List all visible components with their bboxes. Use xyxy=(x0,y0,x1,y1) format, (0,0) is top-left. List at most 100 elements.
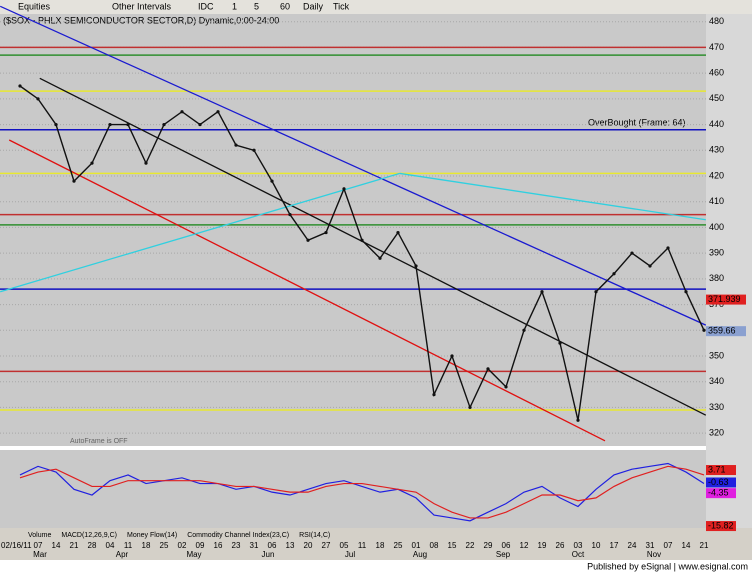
indicator-label-box xyxy=(706,477,736,488)
x-tick-label: 10 xyxy=(592,541,601,550)
price-point xyxy=(684,290,688,294)
y-tick-label: 380 xyxy=(709,273,724,283)
x-tick-label: 25 xyxy=(394,541,403,550)
price-point xyxy=(234,143,238,147)
main-pane xyxy=(0,14,706,446)
toolbar-item[interactable]: 1 xyxy=(232,1,237,11)
indicator-label-box xyxy=(706,488,736,499)
x-tick-label: 15 xyxy=(448,541,457,550)
time-axis xyxy=(0,528,752,560)
price-point xyxy=(558,341,562,345)
x-tick-label: 18 xyxy=(376,541,385,550)
indicator-label: -0.63 xyxy=(708,477,729,487)
tab[interactable]: RSI(14,C) xyxy=(299,532,330,539)
x-tick-label: 21 xyxy=(70,541,79,550)
tab[interactable]: Volume xyxy=(28,532,51,539)
price-label: 359.66 xyxy=(708,326,736,336)
y-tick-label: 450 xyxy=(709,93,724,103)
price-axis xyxy=(706,14,752,528)
toolbar-item[interactable]: IDC xyxy=(198,1,214,11)
price-point xyxy=(108,122,112,127)
y-tick-label: 350 xyxy=(709,350,724,360)
indicator-label-box xyxy=(706,521,736,532)
y-tick-label: 470 xyxy=(709,42,724,52)
price-point xyxy=(648,264,652,268)
x-tick-label: 06 xyxy=(502,541,511,550)
price-point xyxy=(342,187,346,191)
toolbar xyxy=(0,0,752,14)
month-label: May xyxy=(186,550,201,559)
price-point xyxy=(540,290,544,294)
y-tick-label: 460 xyxy=(709,68,724,78)
month-label: Jun xyxy=(262,550,275,559)
indicator-pane xyxy=(0,450,706,528)
x-tick-label: 24 xyxy=(628,541,637,550)
price-point xyxy=(396,230,400,235)
toolbar-item[interactable]: 60 xyxy=(280,1,290,11)
trendline xyxy=(39,77,707,416)
y-tick-label: 420 xyxy=(709,170,724,180)
x-tick-label: 03 xyxy=(574,541,583,550)
indicator-line xyxy=(19,465,705,519)
indicator-line xyxy=(19,462,705,522)
price-point xyxy=(288,212,292,217)
price-point xyxy=(486,367,490,371)
price-point xyxy=(252,148,256,152)
toolbar-item[interactable]: 5 xyxy=(254,1,259,11)
price-point xyxy=(18,84,22,88)
price-point xyxy=(198,122,202,127)
x-tick-label: 13 xyxy=(286,541,295,550)
price-point xyxy=(36,97,40,101)
x-tick-label: 02/16/11 xyxy=(1,541,32,550)
x-tick-label: 20 xyxy=(304,541,313,550)
x-tick-label: 28 xyxy=(88,541,97,550)
x-tick-label: 26 xyxy=(556,541,565,550)
price-point xyxy=(414,264,418,268)
toolbar-item[interactable]: Other Intervals xyxy=(112,1,172,11)
chart-title: ($SOX - PHLX SEMICONDUCTOR SECTOR,D) Dyn… xyxy=(3,15,279,25)
y-tick-label: 440 xyxy=(709,119,724,129)
footer: Published by eSignal | www.esignal.com xyxy=(587,561,748,571)
price-point xyxy=(54,122,58,127)
tab[interactable]: Commodity Channel Index(23,C) xyxy=(187,532,289,539)
x-tick-label: 14 xyxy=(682,541,691,550)
x-tick-label: 04 xyxy=(106,541,115,550)
tab[interactable]: Money Flow(14) xyxy=(127,532,177,539)
indicator-label: -15.82 xyxy=(708,520,734,530)
autoframe: AutoFrame is OFF xyxy=(70,438,128,445)
y-tick-label: 340 xyxy=(709,376,724,386)
x-tick-label: 22 xyxy=(466,541,475,550)
x-tick-label: 21 xyxy=(700,541,709,550)
price-point xyxy=(324,230,328,235)
y-tick-label: 480 xyxy=(709,16,724,26)
toolbar-item[interactable]: Equities xyxy=(18,1,51,11)
toolbar-item[interactable]: Tick xyxy=(333,1,350,11)
y-tick-label: 320 xyxy=(709,428,724,438)
x-tick-label: 29 xyxy=(484,541,493,550)
price-point xyxy=(630,251,634,255)
x-tick-label: 09 xyxy=(196,541,205,550)
y-tick-label: 330 xyxy=(709,402,724,412)
price-point xyxy=(126,122,130,127)
x-tick-label: 02 xyxy=(178,541,187,550)
toolbar-item[interactable]: Daily xyxy=(303,1,324,11)
indicator-label-box xyxy=(706,465,736,476)
x-tick-label: 07 xyxy=(34,541,43,550)
month-label: Aug xyxy=(413,550,427,559)
price-point xyxy=(504,385,508,389)
price-point xyxy=(612,272,616,276)
price-point xyxy=(702,328,706,332)
price-point xyxy=(378,256,382,260)
month-label: Apr xyxy=(116,550,129,559)
price-label: 371.939 xyxy=(708,294,741,304)
x-tick-label: 18 xyxy=(142,541,151,550)
price-point xyxy=(162,122,166,127)
x-tick-label: 19 xyxy=(538,541,547,550)
x-tick-label: 01 xyxy=(412,541,421,550)
price-point xyxy=(468,405,472,410)
x-tick-label: 05 xyxy=(340,541,349,550)
x-tick-label: 11 xyxy=(124,541,133,550)
price-point xyxy=(522,328,526,332)
tab[interactable]: MACD(12,26,9,C) xyxy=(61,532,117,539)
